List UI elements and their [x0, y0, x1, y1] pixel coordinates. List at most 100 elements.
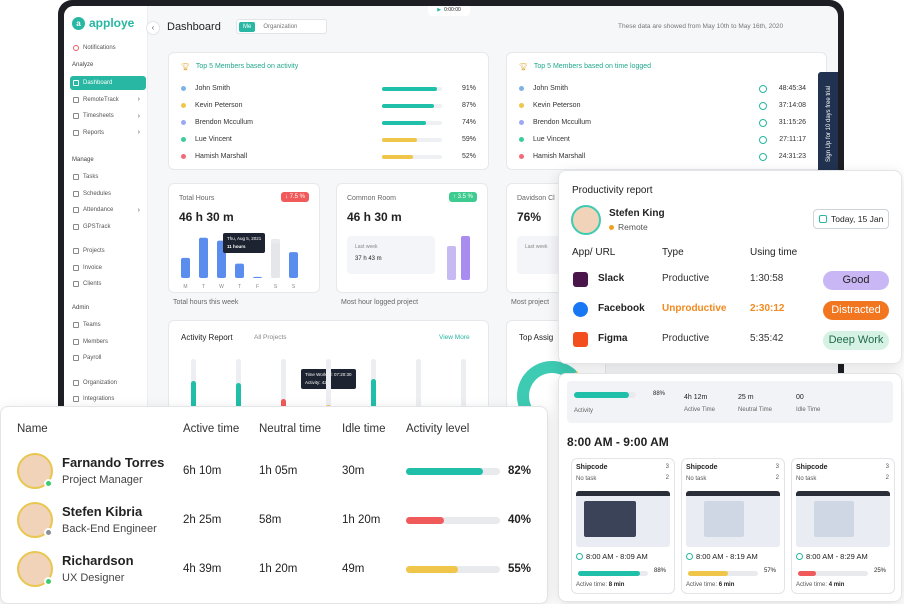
screenshot-card[interactable]: Shipcode No task 3 2 8:00 AM - 8:29 AM 25% Act…: [791, 458, 895, 594]
clock-icon: [686, 553, 693, 560]
summary-active-caption: Active Time: [684, 407, 716, 413]
menu-icon: [73, 281, 79, 287]
sidebar-item-payroll[interactable]: Payroll: [70, 351, 146, 365]
status-dot: [609, 224, 614, 230]
using-time: 2:30:12: [750, 303, 785, 314]
calendar-icon: [819, 215, 827, 223]
activity-filter[interactable]: All Projects: [254, 334, 287, 341]
view-more-link[interactable]: View More: [439, 334, 470, 341]
member-name: John Smith: [533, 85, 569, 92]
activity-percent: 59%: [461, 136, 476, 143]
activity-bar[interactable]: [236, 383, 241, 410]
screenshot-activity-pct: 88%: [654, 568, 667, 574]
toggle-organization[interactable]: Organization: [263, 23, 298, 30]
range-text: 8:00 AM - 8:19 AM: [696, 552, 758, 561]
screenshot-time-range: 8:00 AM - 8:19 AM: [686, 552, 758, 561]
hours-bar[interactable]: [289, 252, 298, 278]
total-hours-caption: Total hours this week: [173, 299, 239, 306]
sidebar-item-timesheets[interactable]: Timesheets ›: [70, 109, 146, 123]
project-name: Shipcode: [686, 464, 718, 471]
clock-icon: [758, 101, 767, 110]
app-type: Unproductive: [662, 303, 727, 314]
member-role: Back-End Engineer: [62, 523, 157, 535]
avatar: [17, 453, 53, 489]
activity-level-bar: [406, 566, 500, 573]
screenshot-thumbnail[interactable]: [686, 491, 780, 547]
activity-bar[interactable]: [371, 379, 376, 410]
thumb-content: [704, 501, 744, 537]
sidebar-item-label: Clients: [83, 281, 102, 287]
hours-bar[interactable]: [235, 263, 244, 278]
member-name[interactable]: Richardson: [62, 553, 134, 568]
total-hours-value: 46 h 30 m: [179, 210, 234, 224]
productivity-badge: Distracted: [823, 301, 889, 320]
activity-percent: 91%: [461, 85, 476, 92]
screenshot-card[interactable]: Shipcode No task 3 2 8:00 AM - 8:09 AM 88% Act…: [571, 458, 675, 594]
collapse-sidebar-button[interactable]: ‹: [146, 21, 160, 35]
sidebar-item-gpstrack[interactable]: GPSTrack: [70, 220, 146, 234]
sidebar-item-attendance[interactable]: Attendance ›: [70, 203, 146, 217]
chart-tooltip: Thu, Aug 5, 2021 11 hours: [223, 233, 266, 253]
hours-bar[interactable]: [181, 257, 190, 278]
user-status: Remote: [609, 222, 648, 232]
hours-bar[interactable]: [271, 243, 280, 279]
activity-level-bar: [406, 468, 500, 475]
member-name[interactable]: Stefen Kibria: [62, 504, 143, 519]
sidebar-item-members[interactable]: Members: [70, 335, 146, 349]
member-row: Hamish Marshall 24:31:23: [519, 148, 806, 165]
sidebar-item-label: Teams: [83, 322, 101, 328]
date-button[interactable]: Today, 15 Jan: [813, 209, 889, 229]
activity-bar[interactable]: [281, 399, 286, 410]
member-name: Kevin Peterson: [195, 102, 243, 109]
screenshot-thumbnail[interactable]: [796, 491, 890, 547]
member-row: Lue Vincent 59%: [181, 131, 476, 148]
app-name[interactable]: Facebook: [598, 303, 645, 314]
timer-widget[interactable]: ▶ 0:00:00: [428, 6, 470, 16]
common-room-label: Common Room: [347, 195, 397, 202]
sidebar-item-organization[interactable]: Organization: [70, 376, 146, 390]
screenshot-count: 3: [885, 464, 889, 470]
sidebar-item-invoice[interactable]: Invoice: [70, 261, 146, 275]
sidebar-item-projects[interactable]: Projects: [70, 244, 146, 258]
keyboard-count: 2: [885, 475, 889, 481]
top-time-title: 🏆︎ Top 5 Members based on time logged: [519, 63, 652, 71]
brand-logo[interactable]: a apploye: [72, 16, 134, 30]
hours-bar[interactable]: [253, 276, 262, 278]
toggle-me[interactable]: Me: [239, 21, 256, 32]
screenshot-thumbnail[interactable]: [576, 491, 670, 547]
menu-icon: [73, 129, 79, 136]
thumb-header: [576, 491, 670, 496]
hours-bar[interactable]: [199, 237, 208, 278]
menu-icon: [73, 96, 79, 103]
app-name[interactable]: Figma: [598, 333, 628, 344]
section-analyze: Analyze: [72, 62, 94, 68]
clock-icon: [796, 553, 803, 560]
total-hours-badge: ↓ 7.5 %: [281, 192, 310, 202]
app-name[interactable]: Slack: [598, 273, 625, 284]
x-tick-label: M: [183, 284, 187, 290]
using-time: 1:30:58: [750, 273, 784, 284]
member-name[interactable]: Farnando Torres: [62, 455, 165, 470]
sidebar-item-tasks[interactable]: Tasks: [70, 170, 146, 184]
screenshot-card[interactable]: Shipcode No task 3 2 8:00 AM - 8:19 AM 57% Act…: [681, 458, 785, 594]
sidebar-item-notifications[interactable]: Notifications: [70, 41, 146, 55]
active-time: Active time: 4 min: [796, 582, 844, 588]
menu-icon: [73, 355, 79, 361]
sidebar-item-clients[interactable]: Clients: [70, 277, 146, 291]
menu-icon: [73, 248, 79, 254]
page-title: Dashboard: [167, 21, 221, 33]
member-dot: [519, 103, 524, 108]
sidebar-item-teams[interactable]: Teams: [70, 318, 146, 332]
sidebar-item-integrations[interactable]: Integrations: [70, 392, 146, 406]
member-row: Brendon Mccullum 74%: [181, 114, 476, 131]
sidebar-item-remotetrack[interactable]: RemoteTrack ›: [70, 93, 146, 107]
sidebar-item-schedules[interactable]: Schedules: [70, 187, 146, 201]
sidebar-item-reports[interactable]: Reports ›: [70, 126, 146, 140]
sidebar-item-label: Reports: [83, 129, 105, 136]
activity-bar[interactable]: [191, 381, 196, 410]
idle-time: 30m: [342, 465, 365, 477]
user-name: Stefen King: [609, 208, 665, 219]
sidebar-item-dashboard[interactable]: Dashboard: [70, 76, 146, 90]
using-time: 5:35:42: [750, 333, 784, 344]
signup-banner[interactable]: Sign Up for 10 days free trial: [818, 72, 838, 176]
